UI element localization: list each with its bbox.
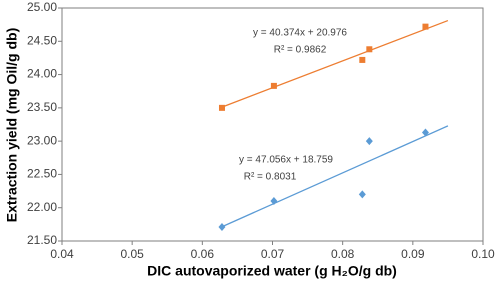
trendline bbox=[221, 125, 449, 228]
point bbox=[218, 223, 226, 232]
x-axis-title: DIC autovaporized water (g H₂O/g db) bbox=[147, 263, 397, 279]
trendline-r2: R² = 0.9862 bbox=[274, 45, 327, 56]
point bbox=[270, 197, 278, 206]
x-tick-label: 0.07 bbox=[261, 247, 285, 261]
x-tick-label: 0.08 bbox=[331, 247, 355, 261]
y-tick-label: 24.00 bbox=[27, 67, 57, 81]
point bbox=[366, 46, 373, 53]
point bbox=[421, 128, 429, 137]
x-tick-label: 0.10 bbox=[471, 247, 495, 261]
point bbox=[359, 56, 366, 63]
x-tick-label: 0.04 bbox=[50, 247, 74, 261]
point bbox=[365, 137, 373, 146]
y-tick-label: 24.50 bbox=[27, 33, 57, 47]
trendline-equation: y = 47.056x + 18.759 bbox=[239, 155, 333, 166]
y-tick-label: 22.00 bbox=[27, 200, 57, 214]
trendline bbox=[221, 19, 449, 108]
plot-frame bbox=[61, 7, 484, 242]
x-tick-label: 0.09 bbox=[401, 247, 425, 261]
point bbox=[358, 190, 366, 199]
y-axis-title: Extraction yield (mg Oil/g db) bbox=[4, 28, 20, 222]
y-tick-label: 21.50 bbox=[27, 233, 57, 247]
point bbox=[218, 104, 225, 111]
point bbox=[422, 23, 429, 30]
point bbox=[270, 82, 277, 89]
x-tick-label: 0.06 bbox=[191, 247, 215, 261]
y-tick-label: 22.50 bbox=[27, 167, 57, 181]
y-tick-label: 23.50 bbox=[27, 100, 57, 114]
trendline-r2: R² = 0.8031 bbox=[244, 172, 297, 183]
y-tick-label: 25.00 bbox=[27, 0, 57, 14]
y-tick-label: 23.00 bbox=[27, 133, 57, 147]
x-tick-label: 0.05 bbox=[120, 247, 144, 261]
trendline-equation: y = 40.374x + 20.976 bbox=[253, 28, 347, 39]
